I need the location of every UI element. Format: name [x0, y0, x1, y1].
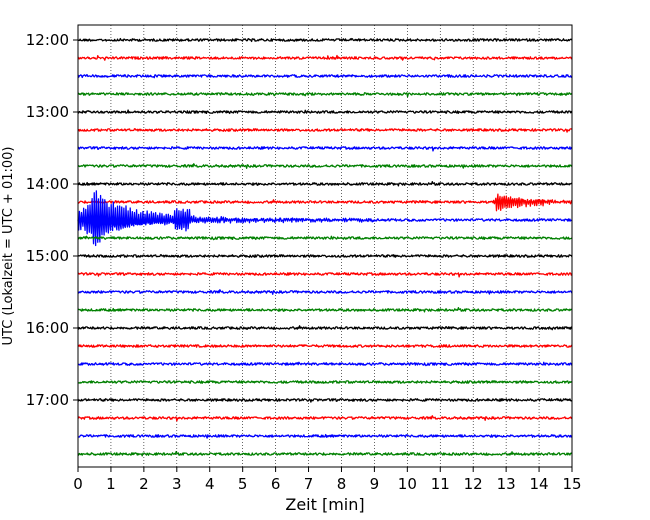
- trace-1530: [77, 289, 573, 295]
- y-tick-label: 16:00: [26, 319, 69, 337]
- trace-1630: [77, 361, 573, 367]
- x-axis-ticks: 0 1 2 3 4 5 6 7 8 9 10 11 12 13 14 15: [73, 467, 582, 493]
- trace-1545: [77, 307, 573, 313]
- x-tick-label: 0: [73, 475, 83, 493]
- x-tick-label: 11: [431, 475, 450, 493]
- trace-1700: [77, 398, 573, 403]
- x-tick-label: 6: [271, 475, 281, 493]
- x-tick-label: 14: [530, 475, 549, 493]
- trace-1445: [77, 235, 573, 241]
- x-tick-label: 15: [562, 475, 581, 493]
- trace-1315: [77, 128, 573, 133]
- x-tick-label: 1: [106, 475, 116, 493]
- trace-1645: [77, 380, 573, 384]
- plot-frame: [77, 24, 573, 468]
- trace-1400: [77, 181, 573, 187]
- x-tick-label: 12: [464, 475, 483, 493]
- y-tick-label: 14:00: [26, 175, 69, 193]
- x-tick-label: 10: [398, 475, 417, 493]
- trace-1600: [77, 325, 573, 331]
- trace-1515: [77, 272, 573, 278]
- trace-1430: [77, 190, 573, 247]
- x-tick-label: 7: [304, 475, 314, 493]
- trace-1745: [77, 451, 573, 457]
- trace-1500: [77, 254, 573, 258]
- y-axis-ticks: 12:00 13:00 14:00 15:00 16:00 17:00: [26, 31, 78, 409]
- x-tick-label: 9: [370, 475, 380, 493]
- trace-1615: [77, 344, 573, 349]
- trace-1730: [77, 433, 573, 439]
- x-tick-label: 2: [139, 475, 149, 493]
- trace-1715: [77, 415, 573, 422]
- y-axis-label: UTC (Lokalzeit = UTC + 01:00): [1, 147, 16, 346]
- x-axis-label: Zeit [min]: [285, 495, 364, 514]
- trace-1215: [77, 54, 573, 61]
- seismogram-traces: [77, 37, 573, 457]
- trace-1300: [77, 109, 573, 115]
- y-tick-label: 13:00: [26, 103, 69, 121]
- y-tick-label: 17:00: [26, 391, 69, 409]
- x-tick-label: 4: [205, 475, 215, 493]
- y-tick-label: 15:00: [26, 247, 69, 265]
- x-tick-label: 8: [337, 475, 347, 493]
- y-tick-label: 12:00: [26, 31, 69, 49]
- trace-1200: [77, 37, 573, 43]
- x-tick-label: 13: [497, 475, 516, 493]
- x-tick-label: 5: [238, 475, 248, 493]
- trace-1345: [77, 163, 573, 169]
- trace-1330: [77, 146, 573, 152]
- trace-1245: [77, 92, 573, 98]
- trace-1230: [77, 74, 573, 79]
- trace-1415: [77, 193, 573, 212]
- x-tick-label: 3: [172, 475, 182, 493]
